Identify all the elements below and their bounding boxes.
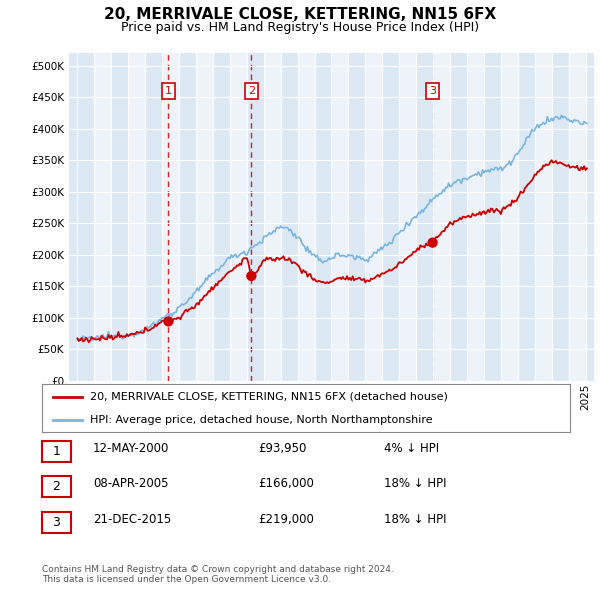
Text: 3: 3 [429,86,436,96]
Text: £93,950: £93,950 [258,442,307,455]
Bar [569,53,586,381]
Bar [416,53,433,381]
Text: 12-MAY-2000: 12-MAY-2000 [93,442,169,455]
Bar [298,53,314,381]
Text: 08-APR-2005: 08-APR-2005 [93,477,169,490]
Bar [382,53,399,381]
Text: 18% ↓ HPI: 18% ↓ HPI [384,477,446,490]
Text: Contains HM Land Registry data © Crown copyright and database right 2024.: Contains HM Land Registry data © Crown c… [42,565,394,573]
Bar [501,53,518,381]
Bar [399,53,416,381]
Point [247,271,256,281]
Bar [314,53,331,381]
Text: This data is licensed under the Open Government Licence v3.0.: This data is licensed under the Open Gov… [42,575,331,584]
Text: 1: 1 [52,445,61,458]
Bar [467,53,484,381]
Bar [484,53,501,381]
Bar [94,53,112,381]
Point [428,238,437,247]
Bar [264,53,281,381]
Bar [535,53,551,381]
Text: 21-DEC-2015: 21-DEC-2015 [93,513,171,526]
Text: 1: 1 [165,86,172,96]
Text: 2: 2 [248,86,255,96]
Bar [433,53,450,381]
Point [164,317,173,326]
Bar [162,53,179,381]
Bar [196,53,213,381]
Bar [247,53,264,381]
Text: 20, MERRIVALE CLOSE, KETTERING, NN15 6FX (detached house): 20, MERRIVALE CLOSE, KETTERING, NN15 6FX… [89,392,448,402]
Text: 3: 3 [52,516,61,529]
Bar [349,53,365,381]
Text: 20, MERRIVALE CLOSE, KETTERING, NN15 6FX: 20, MERRIVALE CLOSE, KETTERING, NN15 6FX [104,7,496,22]
Text: Price paid vs. HM Land Registry's House Price Index (HPI): Price paid vs. HM Land Registry's House … [121,21,479,34]
Bar [518,53,535,381]
Bar [365,53,382,381]
Text: £166,000: £166,000 [258,477,314,490]
Bar [112,53,128,381]
Text: 18% ↓ HPI: 18% ↓ HPI [384,513,446,526]
Text: 4% ↓ HPI: 4% ↓ HPI [384,442,439,455]
Bar [179,53,196,381]
Text: HPI: Average price, detached house, North Northamptonshire: HPI: Average price, detached house, Nort… [89,415,432,425]
Bar [77,53,94,381]
Bar [230,53,247,381]
Text: £219,000: £219,000 [258,513,314,526]
Bar [331,53,349,381]
Bar [213,53,230,381]
Bar [551,53,569,381]
Bar [128,53,145,381]
Text: 2: 2 [52,480,61,493]
Bar [281,53,298,381]
Bar [450,53,467,381]
Bar [145,53,162,381]
